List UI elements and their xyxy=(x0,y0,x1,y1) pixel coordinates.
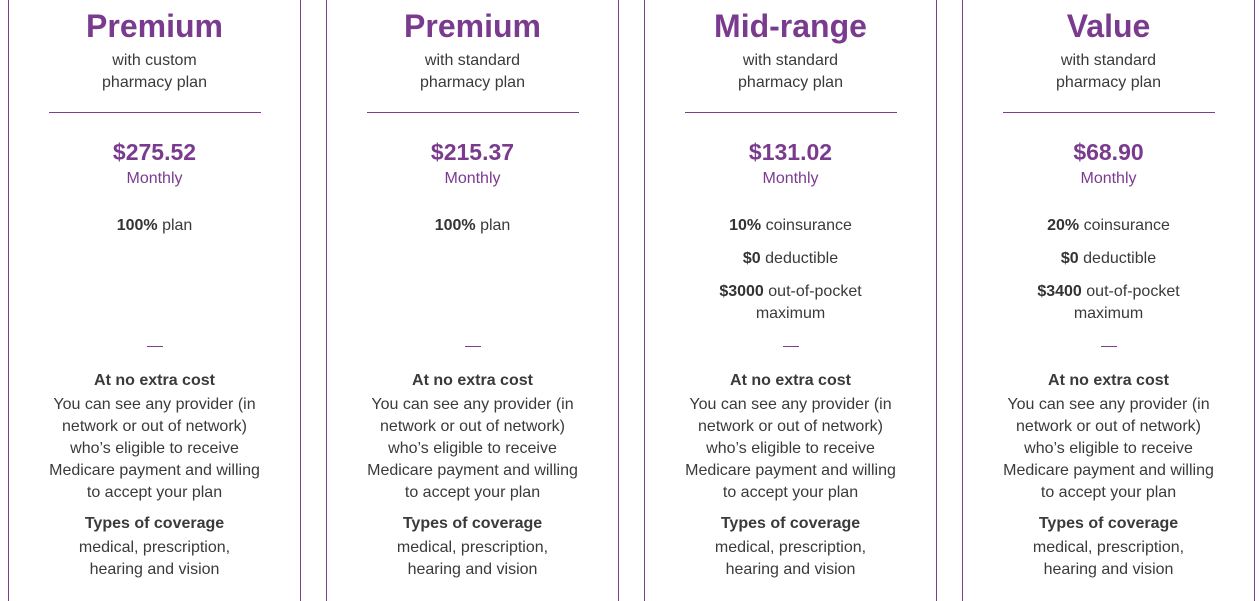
feature-text: plan xyxy=(480,217,511,234)
divider xyxy=(48,112,261,113)
feature: 20% coinsurance xyxy=(1009,215,1209,237)
extra-heading: At no extra cost xyxy=(730,372,851,389)
feature-text: coinsurance xyxy=(765,217,852,234)
price: $275.52 xyxy=(112,139,197,165)
feature-value: 100% xyxy=(116,217,158,234)
coverage-heading: Types of coverage xyxy=(84,515,225,532)
feature-value: $0 xyxy=(742,250,761,267)
price: $68.90 xyxy=(1073,139,1144,165)
plan-subtitle: with custom pharmacy plan xyxy=(102,52,207,91)
feature-text: out-of-pocket maximum xyxy=(755,283,862,322)
coverage-text: medical, prescription, hearing and visio… xyxy=(78,539,231,578)
plan-subtitle: with standard pharmacy plan xyxy=(1056,52,1161,91)
dash xyxy=(782,346,799,347)
plan-title: Value xyxy=(1066,8,1151,44)
dash xyxy=(1100,346,1117,347)
feature-value: $0 xyxy=(1060,250,1079,267)
feature-value: $3000 xyxy=(719,283,764,300)
extra-text: You can see any provider (in network or … xyxy=(685,396,896,501)
divider xyxy=(366,112,579,113)
feature: 100% plan xyxy=(373,215,573,237)
plan-card: Premium with custom pharmacy plan $275.52 M… xyxy=(8,0,301,601)
price-period: Monthly xyxy=(762,170,819,187)
feature-value: 100% xyxy=(434,217,476,234)
feature: 100% plan xyxy=(55,215,255,237)
coverage-text: medical, prescription, hearing and visio… xyxy=(1032,539,1185,578)
dash xyxy=(464,346,481,347)
extra-heading: At no extra cost xyxy=(1048,372,1169,389)
feature-value: 20% xyxy=(1047,217,1080,234)
feature-text: deductible xyxy=(765,250,839,267)
feature-list: 10% coinsurance $0 deductible $3000 out-of… xyxy=(691,215,891,336)
feature-text: coinsurance xyxy=(1083,217,1170,234)
feature: $3400 out-of-pocket maximum xyxy=(1009,281,1209,325)
feature: $0 deductible xyxy=(1009,248,1209,270)
plan-subtitle: with standard pharmacy plan xyxy=(420,52,525,91)
feature-value: 10% xyxy=(729,217,762,234)
plan-card: Mid-range with standard pharmacy plan $131… xyxy=(644,0,937,601)
plan-subtitle: with standard pharmacy plan xyxy=(738,52,843,91)
coverage-text: medical, prescription, hearing and visio… xyxy=(714,539,867,578)
extra-heading: At no extra cost xyxy=(412,372,533,389)
feature: $3000 out-of-pocket maximum xyxy=(691,281,891,325)
feature-text: plan xyxy=(162,217,193,234)
divider xyxy=(1002,112,1215,113)
coverage-text: medical, prescription, hearing and visio… xyxy=(396,539,549,578)
dash xyxy=(146,346,163,347)
plan-card: Value with standard pharmacy plan $68.90 Mo… xyxy=(962,0,1255,601)
feature: $0 deductible xyxy=(691,248,891,270)
feature-list: 20% coinsurance $0 deductible $3400 out-of… xyxy=(1009,215,1209,336)
plan-title: Premium xyxy=(86,8,223,44)
feature-list: 100% plan xyxy=(373,215,573,248)
price-period: Monthly xyxy=(126,170,183,187)
extra-text: You can see any provider (in network or … xyxy=(49,396,260,501)
feature-value: $3400 xyxy=(1037,283,1082,300)
extra-heading: At no extra cost xyxy=(94,372,215,389)
plan-card: Premium with standard pharmacy plan $215.3… xyxy=(326,0,619,601)
price: $215.37 xyxy=(430,139,515,165)
extra-text: You can see any provider (in network or … xyxy=(1003,396,1214,501)
price-period: Monthly xyxy=(444,170,501,187)
price: $131.02 xyxy=(748,139,833,165)
feature: 10% coinsurance xyxy=(691,215,891,237)
coverage-heading: Types of coverage xyxy=(402,515,543,532)
extra-text: You can see any provider (in network or … xyxy=(367,396,578,501)
divider xyxy=(684,112,897,113)
price-period: Monthly xyxy=(1080,170,1137,187)
coverage-heading: Types of coverage xyxy=(720,515,861,532)
plan-title: Mid-range xyxy=(714,8,867,44)
feature-text: deductible xyxy=(1083,250,1157,267)
feature-text: out-of-pocket maximum xyxy=(1073,283,1180,322)
coverage-heading: Types of coverage xyxy=(1038,515,1179,532)
plan-title: Premium xyxy=(404,8,541,44)
feature-list: 100% plan xyxy=(55,215,255,248)
